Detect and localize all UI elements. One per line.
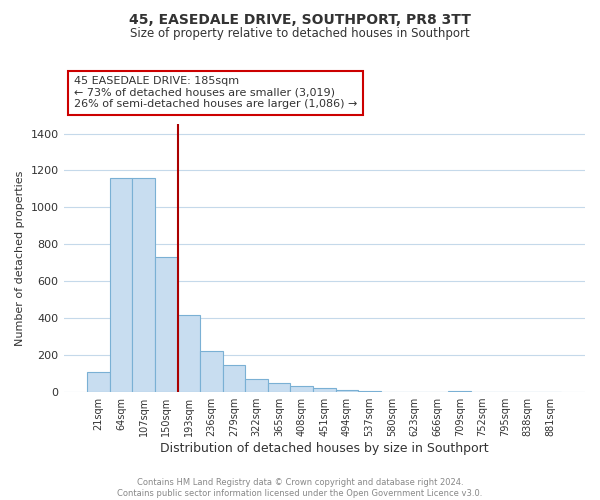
Text: 45, EASEDALE DRIVE, SOUTHPORT, PR8 3TT: 45, EASEDALE DRIVE, SOUTHPORT, PR8 3TT	[129, 12, 471, 26]
Bar	[200, 352, 223, 392]
Bar	[223, 365, 245, 392]
Bar	[245, 379, 268, 392]
Bar	[268, 383, 290, 392]
Y-axis label: Number of detached properties: Number of detached properties	[15, 170, 25, 346]
Bar	[110, 178, 133, 392]
Text: Size of property relative to detached houses in Southport: Size of property relative to detached ho…	[130, 28, 470, 40]
Bar	[313, 388, 335, 392]
Bar	[155, 258, 178, 392]
Bar	[290, 386, 313, 392]
Text: Contains HM Land Registry data © Crown copyright and database right 2024.
Contai: Contains HM Land Registry data © Crown c…	[118, 478, 482, 498]
Bar	[358, 391, 381, 392]
Bar	[335, 390, 358, 392]
Bar	[87, 372, 110, 392]
Text: 45 EASEDALE DRIVE: 185sqm
← 73% of detached houses are smaller (3,019)
26% of se: 45 EASEDALE DRIVE: 185sqm ← 73% of detac…	[74, 76, 358, 110]
Bar	[133, 178, 155, 392]
X-axis label: Distribution of detached houses by size in Southport: Distribution of detached houses by size …	[160, 442, 488, 455]
Bar	[448, 391, 471, 392]
Bar	[178, 314, 200, 392]
